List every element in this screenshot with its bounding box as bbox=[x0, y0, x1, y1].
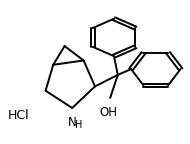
Text: H: H bbox=[75, 120, 82, 130]
Text: OH: OH bbox=[99, 106, 117, 119]
Text: N: N bbox=[68, 116, 77, 129]
Text: HCl: HCl bbox=[8, 109, 29, 122]
